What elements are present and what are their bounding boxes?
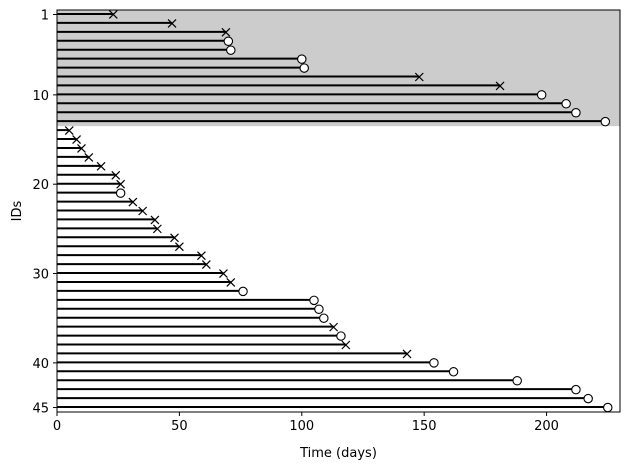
censored-marker <box>319 313 329 323</box>
event-marker <box>226 278 236 287</box>
y-tick-label: 40 <box>32 357 49 372</box>
x-tick-label: 200 <box>534 419 559 434</box>
censored-marker <box>571 107 581 118</box>
event-marker <box>128 197 138 207</box>
x-tick-label: 0 <box>53 419 61 434</box>
series-group <box>57 10 613 413</box>
censored-marker <box>512 375 522 386</box>
censored-marker <box>561 99 571 109</box>
event-marker <box>150 215 160 225</box>
censored-marker <box>223 36 234 47</box>
x-tick-label: 150 <box>412 419 437 434</box>
event-marker <box>64 126 74 136</box>
event-marker <box>170 233 179 243</box>
event-marker <box>341 340 351 350</box>
event-marker <box>77 144 86 153</box>
event-marker <box>495 81 505 91</box>
y-tick-label: 10 <box>32 89 49 104</box>
event-marker <box>111 170 121 180</box>
censored-marker <box>571 384 581 395</box>
event-marker <box>116 179 126 189</box>
x-tick-label: 50 <box>171 419 188 434</box>
event-marker <box>108 10 118 19</box>
event-marker <box>84 152 94 162</box>
y-tick-label: 1 <box>41 8 49 23</box>
censored-marker <box>297 54 307 64</box>
censored-marker <box>226 45 236 55</box>
y-axis-label: IDs <box>10 200 25 221</box>
event-marker <box>138 206 148 216</box>
censored-marker <box>115 188 126 198</box>
event-marker <box>329 322 339 332</box>
y-tick-label: 20 <box>32 178 49 193</box>
censored-marker <box>448 367 459 377</box>
censored-marker <box>299 63 309 73</box>
event-marker <box>174 242 184 252</box>
event-marker <box>402 349 412 359</box>
censored-marker <box>536 90 547 100</box>
event-marker <box>72 135 82 144</box>
censored-marker <box>238 286 248 297</box>
y-tick-label: 45 <box>32 402 49 417</box>
event-marker <box>221 27 231 37</box>
event-marker <box>414 72 424 82</box>
censored-marker <box>309 295 319 306</box>
censored-marker <box>314 304 324 315</box>
x-tick-label: 100 <box>289 419 314 434</box>
censored-marker <box>603 402 613 413</box>
censored-marker <box>429 358 439 368</box>
event-marker <box>219 269 228 278</box>
event-marker <box>201 260 211 270</box>
event-marker <box>152 224 162 234</box>
censored-marker <box>600 116 611 127</box>
event-marker <box>196 251 206 261</box>
event-marker <box>167 18 177 28</box>
plot-frame <box>56 9 621 413</box>
x-axis-label: Time (days) <box>299 446 377 461</box>
y-tick-label: 30 <box>32 268 49 283</box>
censored-marker <box>336 331 346 341</box>
censored-marker <box>583 393 593 404</box>
event-marker <box>96 161 106 171</box>
